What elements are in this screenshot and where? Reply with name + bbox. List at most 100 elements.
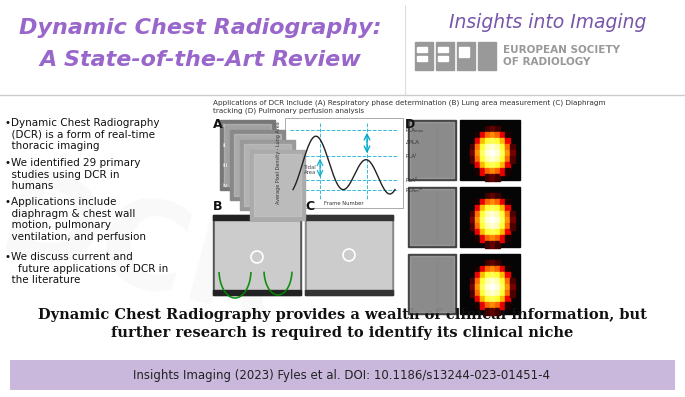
Bar	[490, 223, 495, 229]
Bar	[485, 302, 490, 308]
Bar	[475, 217, 480, 224]
Bar	[480, 199, 486, 206]
Bar	[485, 223, 490, 229]
Bar	[224, 124, 271, 186]
Bar	[490, 241, 495, 247]
Bar	[490, 284, 495, 291]
Bar	[505, 278, 510, 285]
Bar	[475, 296, 480, 303]
Text: EUROPEAN SOCIETY: EUROPEAN SOCIETY	[503, 45, 620, 55]
Bar	[505, 211, 510, 218]
Bar	[470, 150, 475, 156]
Bar	[490, 144, 495, 150]
Bar	[485, 199, 490, 206]
Bar	[495, 272, 501, 279]
Bar	[470, 223, 475, 229]
Bar	[485, 235, 490, 241]
Bar	[505, 217, 510, 224]
Bar	[495, 156, 501, 162]
Bar	[490, 162, 495, 168]
Bar	[475, 199, 480, 206]
Text: •We discuss current and
    future applications of DCR in
  the literature: •We discuss current and future applicati…	[5, 252, 169, 285]
Bar	[475, 144, 480, 150]
Bar	[475, 168, 480, 175]
Bar	[490, 211, 495, 218]
Bar	[485, 138, 490, 145]
Bar	[495, 278, 501, 285]
Bar	[480, 278, 486, 285]
Text: PLAᴵ: PLAᴵ	[406, 154, 417, 158]
Bar	[490, 156, 495, 162]
Bar	[490, 138, 495, 145]
Bar	[475, 302, 480, 308]
Bar	[10, 360, 675, 390]
Bar	[254, 154, 301, 216]
Bar	[470, 290, 475, 297]
Bar	[470, 211, 475, 218]
Bar	[495, 290, 501, 297]
Bar	[500, 235, 506, 241]
Text: OF RADIOLOGY: OF RADIOLOGY	[503, 57, 590, 67]
Bar	[480, 229, 486, 235]
Bar	[460, 187, 520, 247]
Bar	[510, 290, 516, 297]
Bar	[495, 174, 501, 181]
Bar	[505, 199, 510, 206]
Bar	[500, 205, 506, 212]
Bar	[485, 296, 490, 303]
Bar	[460, 120, 520, 180]
Bar	[495, 150, 501, 156]
Bar	[510, 223, 516, 229]
Text: •Applications include
  diaphragm & chest wall
  motion, pulmonary
  ventilation: •Applications include diaphragm & chest …	[5, 197, 146, 242]
Bar	[408, 254, 456, 314]
Bar	[500, 272, 506, 279]
Bar	[213, 215, 301, 295]
Bar	[485, 211, 490, 218]
Bar	[505, 132, 510, 139]
Bar	[485, 156, 490, 162]
Bar	[490, 229, 495, 235]
Bar	[490, 296, 495, 303]
Bar	[505, 144, 510, 150]
Bar	[500, 162, 506, 168]
Bar	[500, 284, 506, 291]
Bar	[475, 266, 480, 272]
Text: iii: iii	[222, 163, 227, 168]
Text: DCR: DCR	[0, 162, 293, 349]
Bar	[475, 162, 480, 168]
Bar	[480, 205, 486, 212]
Bar	[213, 290, 301, 295]
Bar	[307, 217, 391, 293]
Bar	[490, 132, 495, 139]
Bar	[490, 235, 495, 241]
Bar	[475, 272, 480, 279]
Bar	[495, 235, 501, 241]
Bar	[490, 150, 495, 156]
Bar	[485, 229, 490, 235]
Bar	[485, 284, 490, 291]
Bar	[490, 199, 495, 206]
Text: ii: ii	[222, 143, 225, 148]
Bar	[485, 290, 490, 297]
Bar	[505, 235, 510, 241]
Bar	[500, 138, 506, 145]
Bar	[500, 156, 506, 162]
Bar	[475, 156, 480, 162]
Bar	[510, 217, 516, 224]
Bar	[485, 174, 490, 181]
Bar	[495, 266, 501, 272]
Bar	[485, 266, 490, 272]
Bar	[485, 241, 490, 247]
Bar	[495, 132, 501, 139]
Bar	[495, 144, 501, 150]
Bar	[470, 284, 475, 291]
Bar	[244, 144, 291, 206]
Bar	[234, 134, 281, 196]
Text: PLAᴵᴵ: PLAᴵᴵ	[406, 177, 418, 183]
Bar	[480, 290, 486, 297]
Bar	[417, 56, 427, 61]
Bar	[505, 290, 510, 297]
Bar	[485, 193, 490, 200]
Bar	[490, 308, 495, 314]
Text: B: B	[213, 200, 223, 213]
